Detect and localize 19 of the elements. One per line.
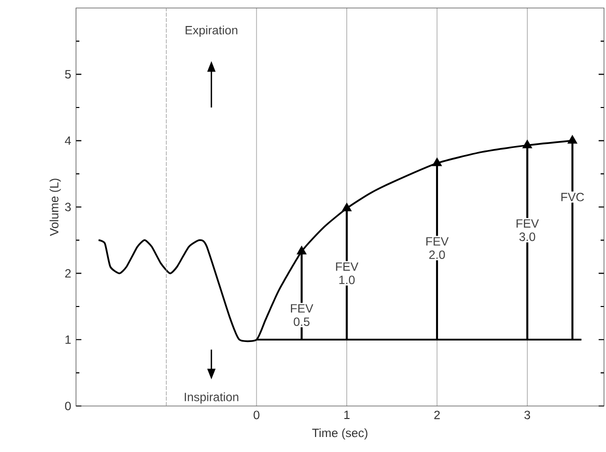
y-tick-label: 5: [65, 70, 71, 79]
x-tick-label: 3: [524, 410, 530, 420]
y-tick-label: 2: [65, 269, 71, 278]
annotation: FEV 1.0: [336, 262, 358, 284]
annotation: FEV 3.0: [516, 219, 539, 242]
y-axis-title: Volume (L): [50, 178, 61, 236]
x-tick-label: 0: [254, 410, 260, 420]
y-tick-label: 0: [65, 402, 71, 410]
annotation: Inspiration: [184, 392, 238, 404]
y-tick-label: 1: [66, 336, 71, 344]
x-tick-label: 2: [434, 410, 440, 420]
y-tick-label: 4: [64, 136, 71, 145]
annotation: FVC: [561, 192, 584, 202]
y-tick-label: 3: [65, 202, 71, 212]
annotation: FEV 2.0: [426, 237, 449, 259]
x-axis-title: Time (sec): [312, 428, 368, 440]
annotation: Expiration: [186, 26, 238, 37]
annotation: FEV 0.5: [290, 304, 314, 326]
x-tick-label: 1: [344, 410, 350, 419]
